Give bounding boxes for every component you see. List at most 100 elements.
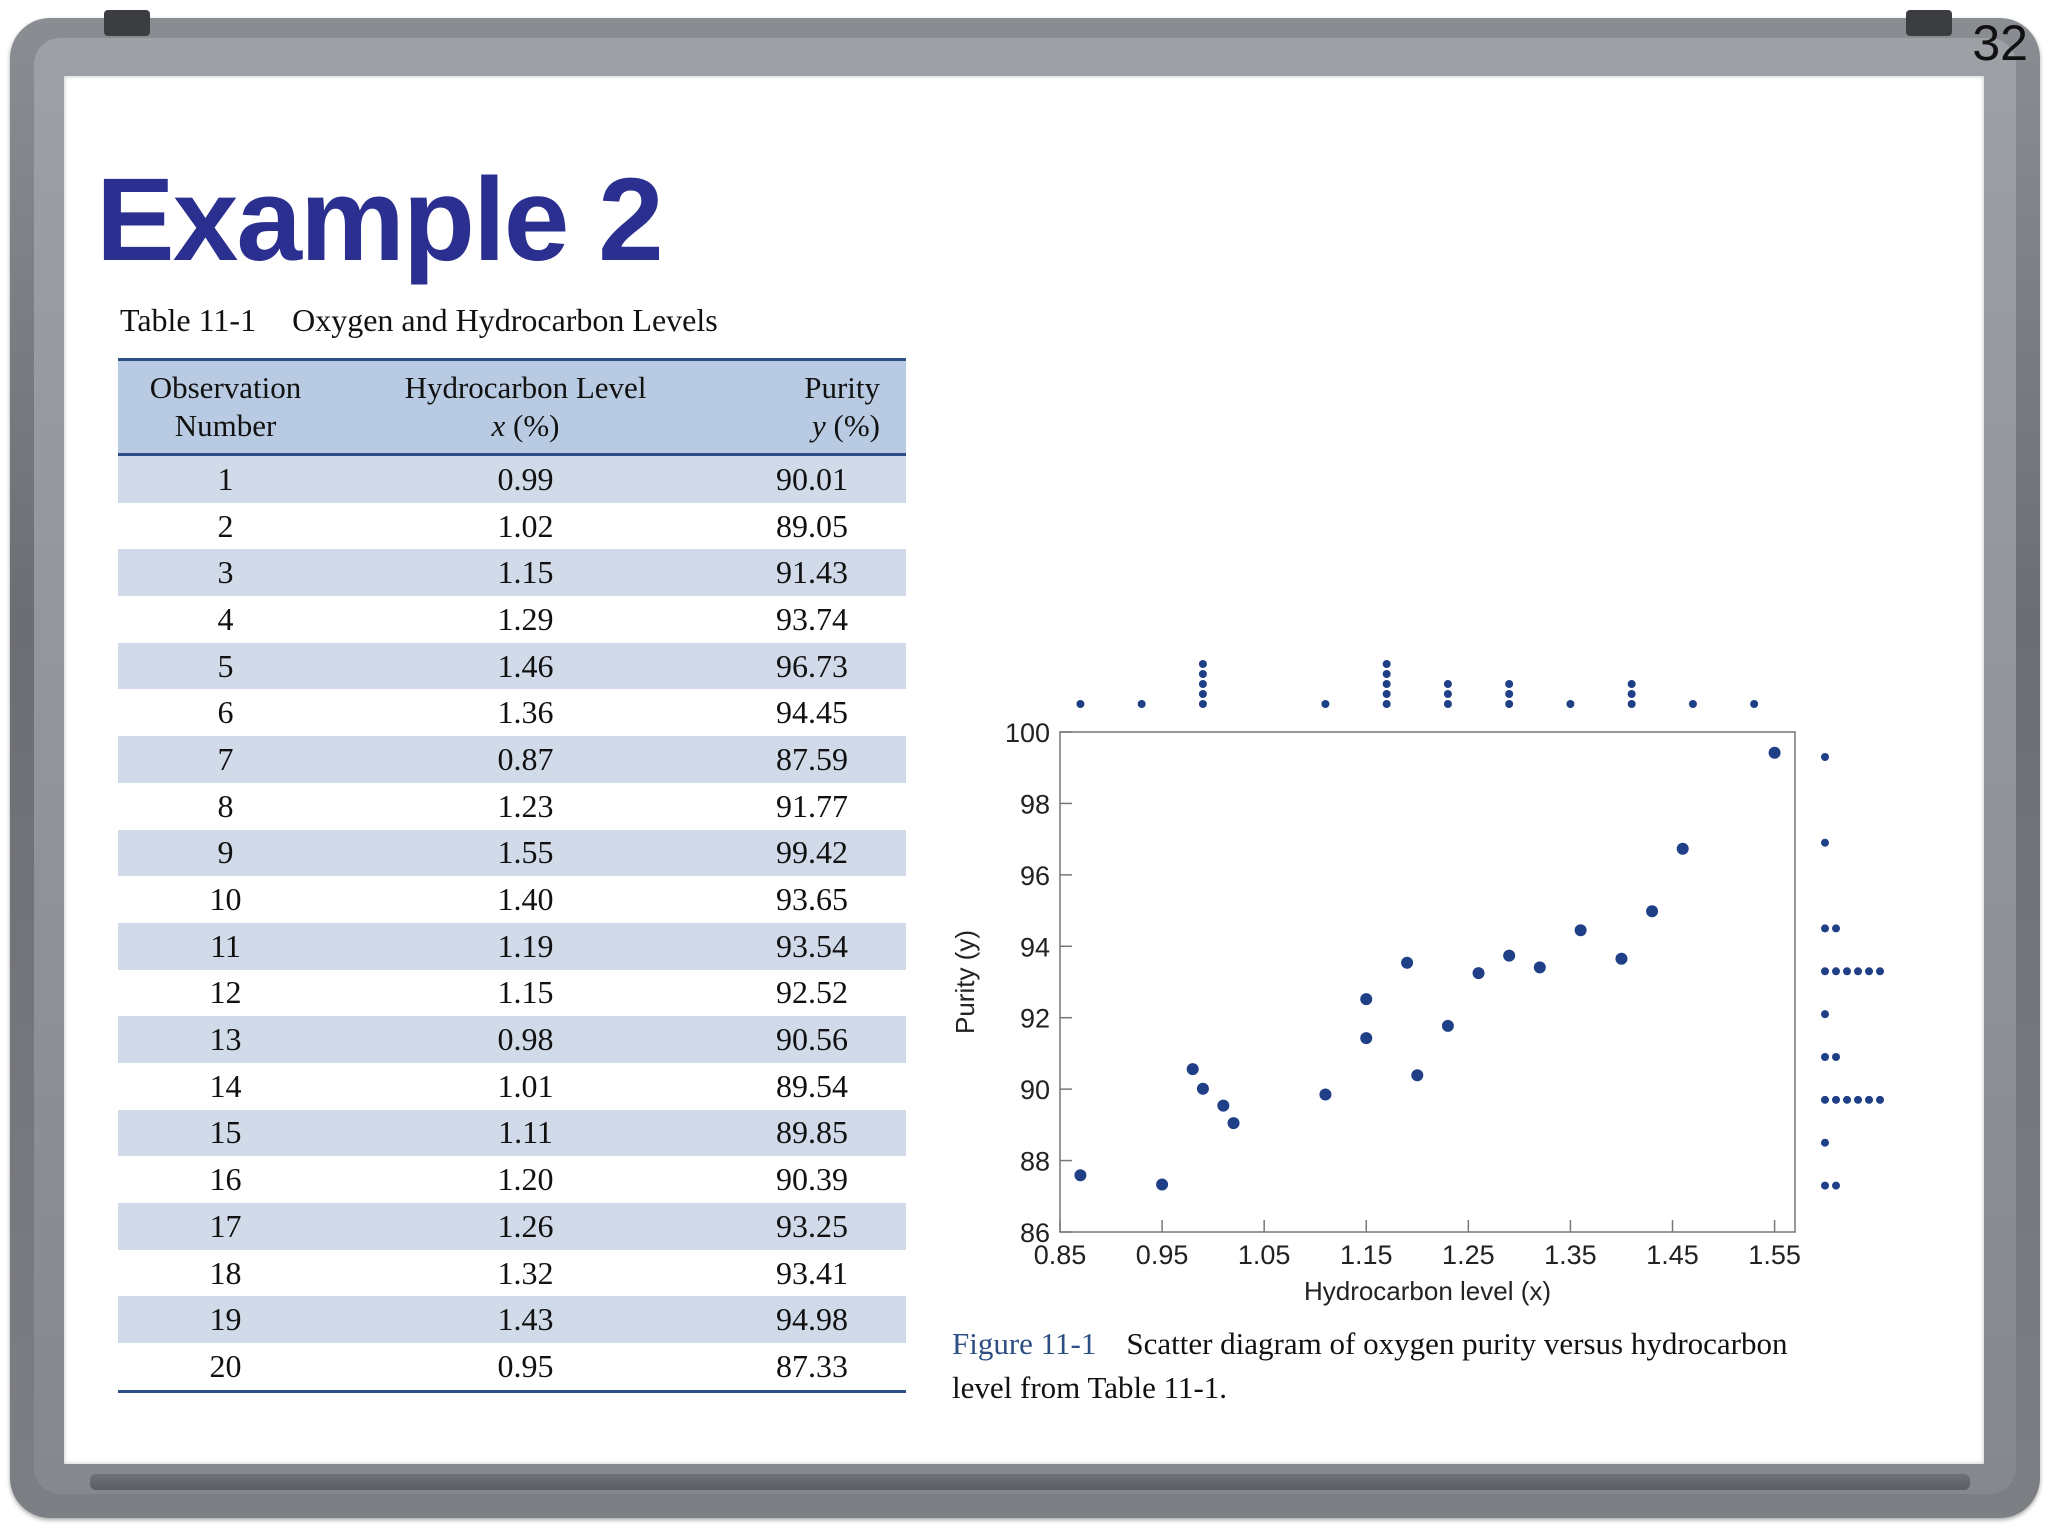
cell-observation: 5 xyxy=(118,642,333,690)
cell-purity: 93.65 xyxy=(718,876,906,923)
cell-hydrocarbon: 1.19 xyxy=(333,922,718,970)
cell-observation: 14 xyxy=(118,1062,333,1110)
y-tick-label: 90 xyxy=(1020,1075,1050,1105)
y-dot-plot-point xyxy=(1821,753,1829,761)
figure-caption-line2: level from Table 11-1. xyxy=(952,1370,1228,1405)
scatter-point xyxy=(1768,746,1781,759)
header-observation-line1: Observation xyxy=(149,370,302,405)
x-dot-plot-point xyxy=(1137,700,1146,708)
x-dot-plot-point xyxy=(1382,690,1391,698)
header-purity-line1: Purity xyxy=(804,370,880,405)
scatter-point xyxy=(1227,1117,1240,1130)
table-row: 20 0.95 87.33 xyxy=(118,1343,906,1392)
cell-observation: 11 xyxy=(118,922,333,970)
y-dot-plot-point xyxy=(1821,1181,1829,1190)
cell-hydrocarbon: 1.32 xyxy=(333,1249,718,1297)
cell-observation: 12 xyxy=(118,969,333,1017)
table-row: 18 1.32 93.41 xyxy=(118,1249,906,1297)
scatter-point xyxy=(1615,952,1628,965)
y-dot-plot-point xyxy=(1832,1181,1840,1190)
table-row: 9 1.55 99.42 xyxy=(118,829,906,877)
x-dot-plot-point xyxy=(1505,690,1514,698)
cell-purity: 90.01 xyxy=(718,454,906,503)
x-dot-plot-point xyxy=(1198,700,1207,708)
x-tick-label: 0.95 xyxy=(1136,1240,1189,1270)
y-dot-plot-point xyxy=(1832,967,1840,976)
y-tick-label: 96 xyxy=(1020,861,1050,891)
scatter-point xyxy=(1196,1082,1209,1095)
cell-hydrocarbon: 1.23 xyxy=(333,782,718,830)
cell-hydrocarbon: 1.46 xyxy=(333,642,718,690)
scatter-point xyxy=(1360,993,1373,1006)
y-dot-plot-point xyxy=(1821,1010,1829,1019)
cell-purity: 99.42 xyxy=(718,829,906,877)
scatter-chart: 0.85 0.95 1.05 1.15 1.25 1.35 1.45 1.55 86 88 90 92… xyxy=(950,660,1884,1306)
cell-purity: 87.59 xyxy=(718,736,906,783)
y-tick-label: 98 xyxy=(1020,789,1050,819)
y-dot-plot-point xyxy=(1821,1053,1829,1061)
y-tick-label: 94 xyxy=(1020,932,1050,962)
x-dot-plot-point xyxy=(1750,700,1759,708)
scatter-point xyxy=(1574,924,1587,937)
scatter-point xyxy=(1646,905,1659,918)
cell-observation: 10 xyxy=(118,876,333,923)
table-header-row: Observation Number Hydrocarbon Level x (… xyxy=(118,358,906,456)
x-tick-label: 1.15 xyxy=(1340,1240,1393,1270)
cell-observation: 3 xyxy=(118,549,333,597)
table-label: Table 11-1 xyxy=(120,302,257,338)
cell-hydrocarbon: 1.11 xyxy=(333,1109,718,1157)
x-dot-plot-point xyxy=(1382,660,1391,668)
x-dot-plot-point xyxy=(1321,700,1330,708)
y-dot-plot-point xyxy=(1854,967,1862,976)
x-dot-plot-point xyxy=(1688,700,1697,708)
table-row: 11 1.19 93.54 xyxy=(118,922,906,970)
x-dot-plot-point xyxy=(1443,690,1452,698)
cell-purity: 90.39 xyxy=(718,1156,906,1203)
y-tick-label: 86 xyxy=(1020,1218,1050,1248)
table-row: 4 1.29 93.74 xyxy=(118,596,906,643)
x-tick-label: 1.25 xyxy=(1442,1240,1495,1270)
header-hydrocarbon-line1: Hydrocarbon Level xyxy=(404,370,647,405)
x-dot-plot-point xyxy=(1505,680,1514,688)
y-dot-plot-point xyxy=(1843,1095,1851,1104)
x-tick-label: 1.45 xyxy=(1646,1240,1699,1270)
scatter-point xyxy=(1441,1019,1454,1032)
cell-purity: 93.25 xyxy=(718,1203,906,1250)
x-dot-plot-point xyxy=(1198,690,1207,698)
y-dot-plot-point xyxy=(1821,967,1829,976)
cell-hydrocarbon: 1.55 xyxy=(333,829,718,877)
x-dot-plot-point xyxy=(1198,660,1207,668)
table-row: 17 1.26 93.25 xyxy=(118,1203,906,1250)
scatter-point xyxy=(1319,1088,1332,1101)
table-row: 16 1.20 90.39 xyxy=(118,1156,906,1203)
scatter-point xyxy=(1156,1178,1169,1191)
cell-hydrocarbon: 1.15 xyxy=(333,549,718,597)
scatter-point xyxy=(1401,956,1414,969)
table-body: 1 0.99 90.01 2 1.02 89.05 3 1.15 91.43 4 1.29 93.74… xyxy=(118,454,906,1392)
cell-observation: 20 xyxy=(118,1343,333,1392)
header-observation-line2: Number xyxy=(174,408,277,443)
header-purity: Purity y (%) xyxy=(718,358,906,456)
x-dot-plot-point xyxy=(1443,680,1452,688)
y-axis-label: Purity (y) xyxy=(950,930,980,1034)
y-dot-plot-point xyxy=(1854,1095,1862,1104)
x-tick-label: 0.85 xyxy=(1034,1240,1087,1270)
x-dot-plot-point xyxy=(1198,680,1207,688)
scatter-point xyxy=(1186,1063,1199,1076)
table-title: Oxygen and Hydrocarbon Levels xyxy=(292,302,718,338)
cell-hydrocarbon: 1.43 xyxy=(333,1296,718,1344)
header-observation: Observation Number xyxy=(118,358,333,456)
x-axis-label: Hydrocarbon level (x) xyxy=(1304,1276,1551,1306)
y-tick-label: 100 xyxy=(1005,718,1050,748)
scatter-point xyxy=(1360,1032,1373,1045)
y-dot-plot-point xyxy=(1843,967,1851,976)
cell-hydrocarbon: 1.20 xyxy=(333,1156,718,1203)
cell-hydrocarbon: 0.87 xyxy=(333,736,718,783)
scatter-point xyxy=(1472,967,1485,980)
cell-hydrocarbon: 0.95 xyxy=(333,1343,718,1392)
cell-purity: 93.41 xyxy=(718,1249,906,1297)
cell-purity: 93.54 xyxy=(718,922,906,970)
cell-observation: 19 xyxy=(118,1296,333,1344)
figure-label: Figure 11-1 xyxy=(952,1326,1097,1361)
cell-purity: 89.54 xyxy=(718,1062,906,1110)
